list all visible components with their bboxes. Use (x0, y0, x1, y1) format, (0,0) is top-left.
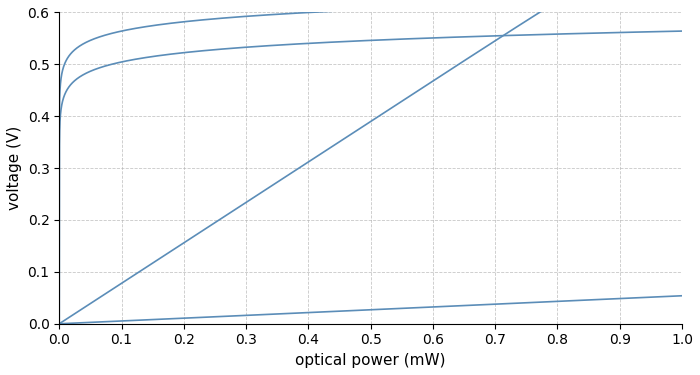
X-axis label: optical power (mW): optical power (mW) (295, 353, 446, 368)
Y-axis label: voltage (V): voltage (V) (7, 126, 22, 210)
